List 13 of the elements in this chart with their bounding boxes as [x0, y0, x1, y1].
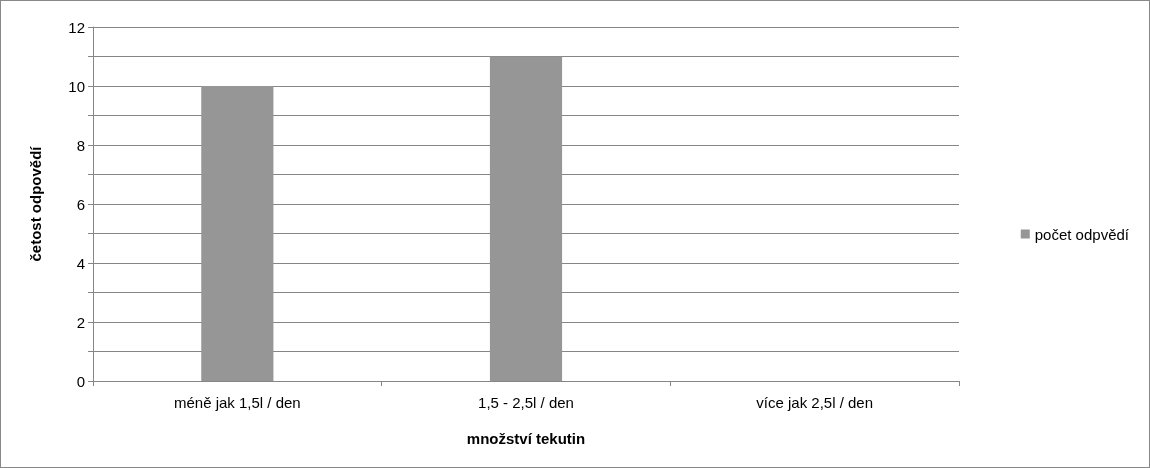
y-tick-label: 12: [68, 18, 85, 36]
x-tick-label: méně jak 1,5l / den: [173, 394, 301, 411]
y-tick-label: 4: [76, 254, 85, 272]
y-tick-label: 2: [76, 313, 85, 331]
y-axis-title: četost odpovědí: [27, 145, 44, 262]
x-axis-title: množství tekutin: [466, 430, 586, 447]
y-tick-label: 6: [76, 195, 85, 213]
x-tick-label: více jak 2,5l / den: [756, 394, 874, 411]
y-tick-label: 10: [68, 77, 85, 95]
y-tick-label: 8: [76, 136, 85, 154]
legend-label: počet odpvědí: [1034, 225, 1130, 243]
x-tick-label: 1,5 - 2,5l / den: [478, 394, 574, 411]
y-tick-label: 0: [76, 372, 85, 390]
